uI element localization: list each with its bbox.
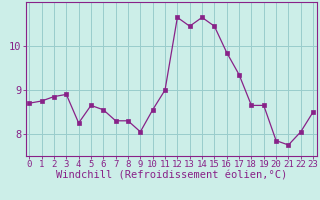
X-axis label: Windchill (Refroidissement éolien,°C): Windchill (Refroidissement éolien,°C) (56, 171, 287, 181)
